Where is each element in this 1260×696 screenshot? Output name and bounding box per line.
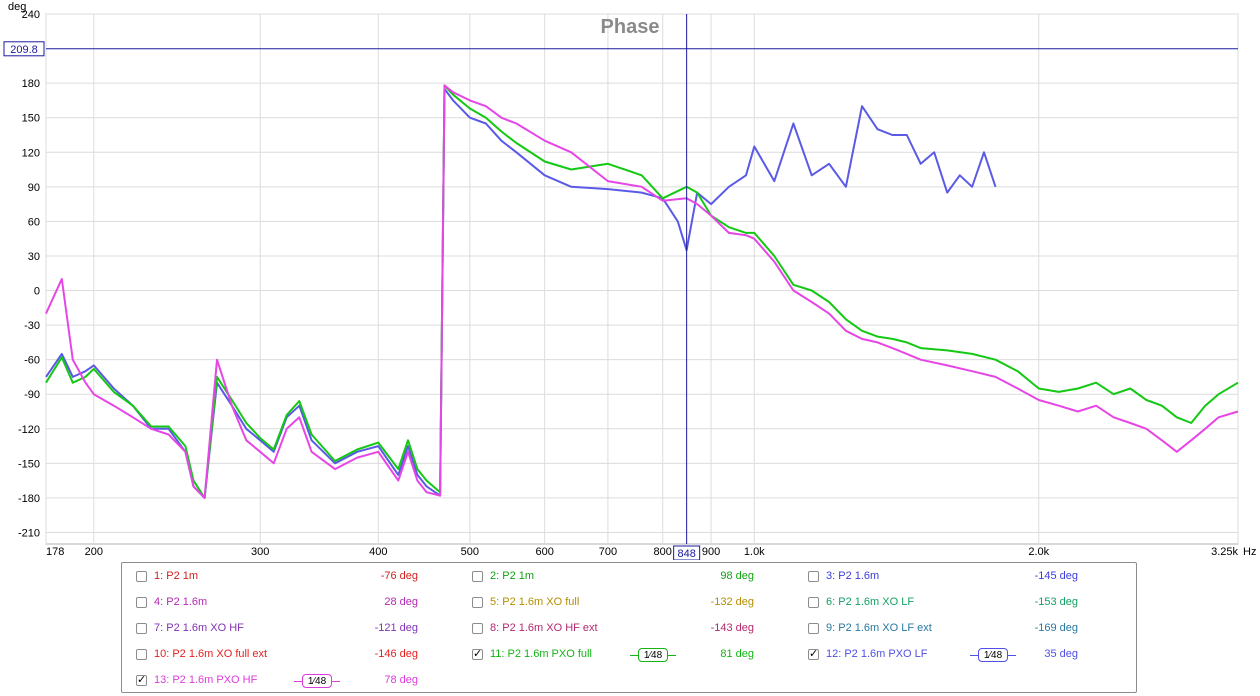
legend-item[interactable]: 4: P2 1.6m 28 deg [136,595,456,611]
chart-title: Phase [601,16,660,38]
legend-item[interactable]: 2: P2 1m 98 deg [472,569,792,585]
y-tick-label: -180 [18,493,40,505]
x-tick-label: 600 [535,546,553,558]
x-tick-label: 800 [654,546,672,558]
y-tick-label: 180 [22,78,40,90]
smoothing-badge[interactable]: 1⁄48 [630,648,676,662]
y-tick-label: 60 [28,216,40,228]
x-axis-ticks: 178 200 300 400 500 600 700 800 900 1.0k 2.0k 3.25k [46,546,1238,558]
legend-checkbox[interactable] [136,597,147,608]
legend-item-value: 98 deg [720,570,754,582]
y-tick-label: 240 [22,9,40,21]
legend-checkbox[interactable] [472,597,483,608]
smoothing-badge[interactable]: 1⁄48 [970,648,1016,662]
x-tick-label: 400 [369,546,387,558]
legend-checkbox[interactable] [472,623,483,634]
legend-item-value: -146 deg [374,648,418,660]
legend-item-label: 8: P2 1.6m XO HF ext [490,622,598,634]
legend-item-value: 81 deg [720,648,754,660]
legend-item[interactable]: ✓ 13: P2 1.6m PXO HF 1⁄48 78 deg [136,673,456,689]
legend-item-value: 78 deg [384,674,418,686]
y-axis-ticks: 240 180 150 120 90 60 30 0 -30 -60 -90 -120 -150 -180… [18,9,40,539]
legend-item-label: 3: P2 1.6m [826,570,880,582]
legend-item-value: -76 deg [380,570,418,582]
cursor-x-readout-box [673,545,701,560]
y-tick-label: -150 [18,458,40,470]
y-tick-label: 90 [28,182,40,194]
y-tick-label: -60 [24,355,40,367]
legend-item[interactable]: 1: P2 1m -76 deg [136,569,456,585]
legend-checkbox[interactable] [136,571,147,582]
x-tick-label: 900 [702,546,720,558]
y-tick-label: -210 [18,527,40,539]
legend-item-label: 6: P2 1.6m XO LF [826,596,915,608]
series-group [45,84,1239,499]
legend-item-value: -169 deg [1034,622,1078,634]
legend-item[interactable]: ✓ 11: P2 1.6m PXO full 1⁄48 81 deg [472,647,792,663]
legend-checkbox-checked[interactable]: ✓ [136,674,147,686]
legend-checkbox[interactable] [136,649,147,660]
legend-item[interactable]: 5: P2 1.6m XO full -132 deg [472,595,792,611]
legend-checkbox[interactable] [808,623,819,634]
legend-item-label: 4: P2 1.6m [154,596,208,608]
x-tick-label: 700 [599,546,617,558]
cursor-y-readout: 209.8 [10,44,38,56]
legend-checkbox[interactable] [136,623,147,634]
y-tick-label: -90 [24,389,40,401]
legend-checkbox[interactable] [808,571,819,582]
legend-item-label: 9: P2 1.6m XO LF ext [826,622,932,634]
legend-checkbox[interactable] [472,571,483,582]
y-tick-label: -120 [18,424,40,436]
legend-item-value: -143 deg [710,622,754,634]
y-tick-label: 120 [22,147,40,159]
legend-item-label: 12: P2 1.6m PXO LF [826,648,928,660]
legend-item[interactable]: ✓ 12: P2 1.6m PXO LF 1⁄48 35 deg [808,647,1128,663]
legend-item[interactable]: 10: P2 1.6m XO full ext -146 deg [136,647,456,663]
grid [45,13,1239,544]
y-axis-label: deg [8,1,26,13]
legend-item[interactable]: 8: P2 1.6m XO HF ext -143 deg [472,621,792,637]
legend-checkbox[interactable] [808,597,819,608]
legend-item-label: 13: P2 1.6m PXO HF [154,674,258,686]
legend-item-label: 7: P2 1.6m XO HF [154,622,244,634]
legend-item-label: 11: P2 1.6m PXO full [490,648,592,660]
cursor-y-readout-box [3,41,45,57]
cursor-x-readout: 848 [677,548,695,560]
legend-item[interactable]: 6: P2 1.6m XO LF -153 deg [808,595,1128,611]
legend-item[interactable]: 7: P2 1.6m XO HF -121 deg [136,621,456,637]
legend-item-value: 28 deg [384,596,418,608]
x-tick-label: 200 [85,546,103,558]
legend-item[interactable]: 3: P2 1.6m -145 deg [808,569,1128,585]
y-tick-label: 30 [28,251,40,263]
legend-item-label: 1: P2 1m [154,570,199,582]
legend-item-value: -153 deg [1034,596,1078,608]
smoothing-badge[interactable]: 1⁄48 [294,674,340,688]
y-tick-label: -30 [24,320,40,332]
x-tick-label: 178 [46,546,64,558]
cursor[interactable]: 209.8 848 [3,14,1238,560]
legend-item-value: -121 deg [374,622,418,634]
legend-item-label: 5: P2 1.6m XO full [490,596,580,608]
legend-item-value: 35 deg [1044,648,1078,660]
legend-item-label: 10: P2 1.6m XO full ext [154,648,268,660]
x-tick-label: 2.0k [1028,546,1049,558]
legend-panel: 1: P2 1m -76 deg 2: P2 1m 98 deg 3: P2 1.6m -… [121,562,1137,693]
legend-item-value: -132 deg [710,596,754,608]
plot-area[interactable] [45,13,1239,545]
y-tick-label: 0 [34,286,40,298]
phase-chart[interactable]: 2401801501209060300-30-60-90-120-150-180… [0,0,1260,560]
x-tick-label: 3.25k [1211,546,1238,558]
y-tick-label: 150 [22,113,40,125]
series-line-3 [45,84,1239,499]
x-tick-label: 300 [251,546,269,558]
legend-item-label: 2: P2 1m [490,570,535,582]
legend-item[interactable]: 9: P2 1.6m XO LF ext -169 deg [808,621,1128,637]
legend-checkbox-checked[interactable]: ✓ [472,648,483,660]
legend-checkbox-checked[interactable]: ✓ [808,648,819,660]
x-tick-label: 500 [461,546,479,558]
x-axis-unit: Hz [1243,546,1256,558]
legend-item-value: -145 deg [1034,570,1078,582]
x-tick-label: 1.0k [744,546,765,558]
